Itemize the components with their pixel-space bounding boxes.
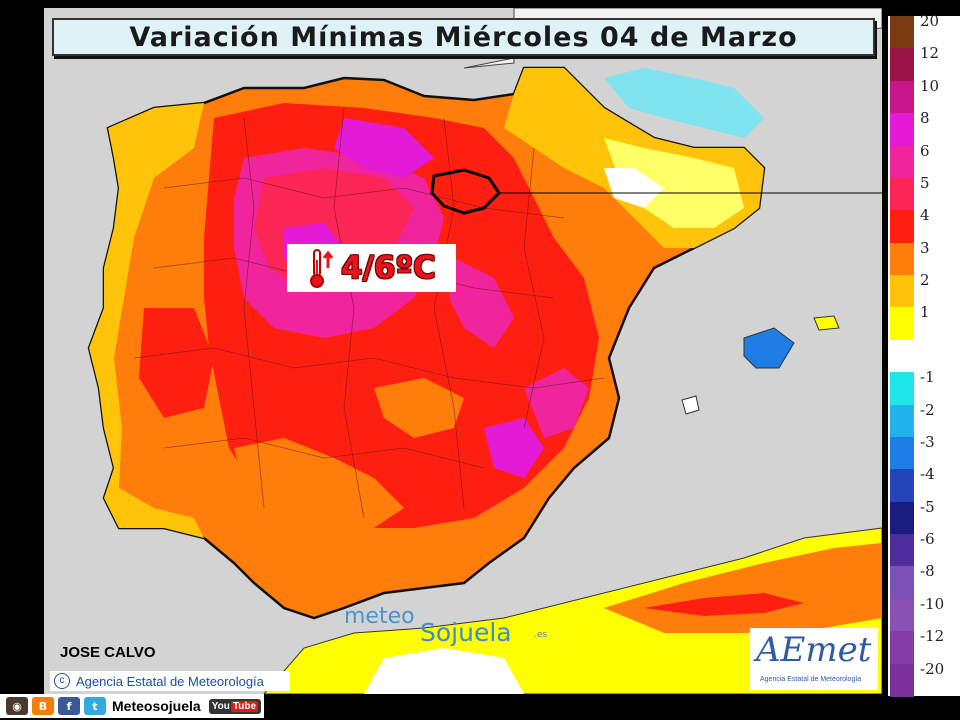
- legend-label: -20: [920, 660, 945, 678]
- copyright-icon: c: [54, 673, 70, 689]
- watermark-part2: Sojuela: [420, 618, 512, 647]
- legend-swatch: [890, 566, 914, 599]
- watermark-part1: meteo: [344, 604, 415, 629]
- legend-swatch: [890, 146, 914, 179]
- legend-label: 6: [920, 142, 930, 160]
- legend-label: -2: [920, 401, 935, 419]
- legend-swatch: [890, 372, 914, 405]
- youtube-you: You: [211, 700, 230, 712]
- author-credit: JOSE CALVO: [60, 644, 156, 661]
- legend-label: -10: [920, 595, 945, 613]
- legend-swatch: [890, 599, 914, 632]
- map-title-banner: Variación Mínimas Miércoles 04 de Marzo: [52, 18, 875, 56]
- aemet-subtitle: Agencia Estatal de Meteorología: [760, 676, 862, 683]
- youtube-icon[interactable]: You Tube: [208, 698, 262, 714]
- legend-swatch: [890, 534, 914, 567]
- facebook-icon[interactable]: f: [58, 697, 80, 715]
- legend-label: 12: [920, 44, 940, 62]
- temperature-change-value: 4/6ºC: [341, 250, 436, 286]
- agency-credit: c Agencia Estatal de Meteorología: [50, 671, 290, 691]
- legend-swatch: [890, 48, 914, 81]
- legend-label: 5: [920, 174, 930, 192]
- youtube-tube: Tube: [230, 700, 259, 712]
- weather-map: [44, 8, 882, 694]
- legend-label: -1: [920, 368, 935, 386]
- social-bar: ◉ B f t Meteosojuela You Tube: [0, 694, 264, 718]
- legend-swatch: [890, 113, 914, 146]
- legend-swatch: [890, 502, 914, 535]
- legend-swatch: [890, 469, 914, 502]
- blogger-icon[interactable]: B: [32, 697, 54, 715]
- legend-swatch: [890, 631, 914, 664]
- legend-label: -8: [920, 562, 935, 580]
- legend-label: 1: [920, 303, 930, 321]
- legend-swatch: [890, 275, 914, 308]
- legend-label: 2: [920, 271, 930, 289]
- legend-label: 10: [920, 77, 940, 95]
- legend-swatch: [890, 81, 914, 114]
- legend-label: 4: [920, 206, 930, 224]
- legend-swatch: [890, 405, 914, 438]
- legend-label: -3: [920, 433, 935, 451]
- legend-label: -4: [920, 465, 935, 483]
- brand-name[interactable]: Meteosojuela: [112, 698, 201, 714]
- legend-swatch: [890, 178, 914, 211]
- legend-swatch: [890, 340, 914, 373]
- map-title: Variación Mínimas Miércoles 04 de Marzo: [129, 21, 798, 53]
- legend-label: 20: [920, 12, 940, 30]
- legend-label: -6: [920, 530, 935, 548]
- aemet-logo: AEmet Agencia Estatal de Meteorología: [750, 628, 878, 690]
- instagram-icon[interactable]: ◉: [6, 697, 28, 715]
- legend-label: 8: [920, 109, 930, 127]
- temperature-callout: 4/6ºC: [287, 244, 456, 292]
- twitter-icon[interactable]: t: [84, 697, 106, 715]
- legend-label: -12: [920, 627, 945, 645]
- legend-swatch: [890, 307, 914, 340]
- watermark-part3: .es: [534, 630, 548, 640]
- color-legend: 20 12 10 8 6 5 4 3 2 1 -1 -2 -3 -4 -5 -6 -8 -10 -12 -20: [888, 12, 960, 697]
- thermometer-up-icon: [310, 249, 334, 288]
- legend-swatch: [890, 664, 914, 697]
- legend-swatch: [890, 437, 914, 470]
- agency-text: Agencia Estatal de Meteorología: [76, 673, 264, 689]
- legend-swatch: [890, 16, 914, 49]
- aemet-logo-text: AEmet: [756, 630, 872, 670]
- legend-swatch: [890, 243, 914, 276]
- legend-swatch: [890, 210, 914, 243]
- legend-label: 3: [920, 239, 930, 257]
- legend-label: -5: [920, 498, 935, 516]
